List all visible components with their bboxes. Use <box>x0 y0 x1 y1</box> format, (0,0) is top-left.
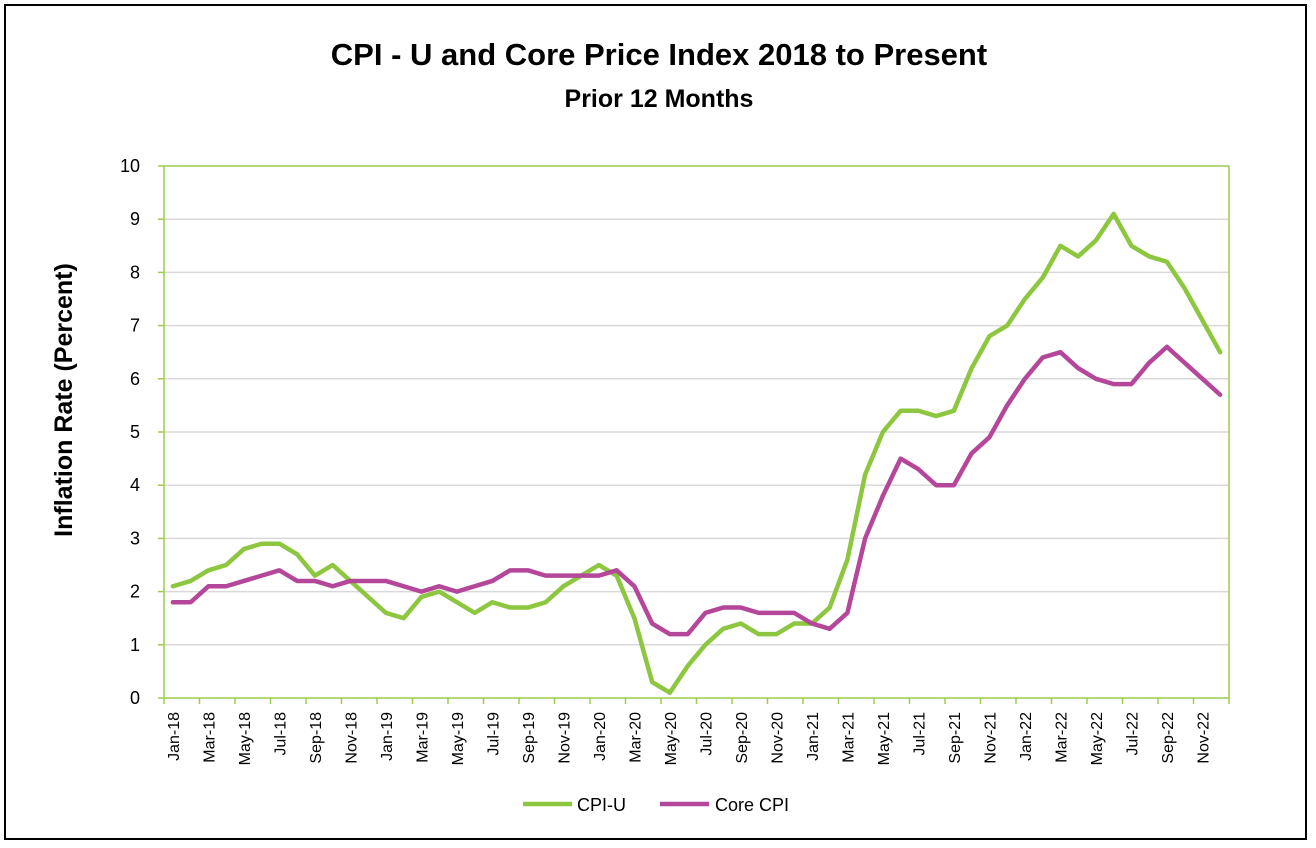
x-tick-label: Mar-21 <box>840 712 857 763</box>
x-tick-label: Sep-20 <box>734 712 751 764</box>
x-tick-label: Mar-18 <box>201 712 218 763</box>
x-tick-label: May-19 <box>450 712 467 765</box>
y-tick-label: 2 <box>130 582 140 602</box>
x-tick-label: Sep-18 <box>308 712 325 764</box>
series-line-core-cpi <box>170 344 1223 637</box>
x-tick-label: May-22 <box>1089 712 1106 765</box>
y-tick-label: 10 <box>120 156 140 176</box>
x-tick-label: Jan-21 <box>805 712 822 761</box>
x-tick-label: Jan-20 <box>592 712 609 761</box>
gridlines <box>164 218 1229 646</box>
x-tick-label: Nov-18 <box>343 712 360 764</box>
series-lines <box>170 211 1223 695</box>
x-tick-label: Nov-19 <box>556 712 573 764</box>
x-tick-label: May-20 <box>663 712 680 765</box>
y-tick-label: 6 <box>130 369 140 389</box>
chart-svg: CPI - U and Core Price Index 2018 to Pre… <box>50 37 1230 815</box>
x-tick-label: Jul-18 <box>272 712 289 756</box>
y-tick-label: 7 <box>130 316 140 336</box>
plot-area-border <box>158 165 1230 704</box>
x-tick-label: Jul-22 <box>1124 712 1141 756</box>
x-tick-label: Sep-21 <box>947 712 964 764</box>
y-tick-label: 8 <box>130 262 140 282</box>
x-tick-label: Nov-22 <box>1195 712 1212 764</box>
y-axis-label: Inflation Rate (Percent) <box>50 263 78 537</box>
legend-label-cpi-u: CPI-U <box>577 795 626 815</box>
x-tick-label: Jul-19 <box>485 712 502 756</box>
chart-subtitle: Prior 12 Months <box>565 85 754 113</box>
x-tick-label: Nov-20 <box>769 712 786 764</box>
y-tick-label: 9 <box>130 209 140 229</box>
x-tick-label: Jul-21 <box>911 712 928 756</box>
x-tick-label: May-18 <box>237 712 254 765</box>
x-tick-label: Sep-19 <box>521 712 538 764</box>
x-tick-label: Jul-20 <box>698 712 715 756</box>
legend: CPI-U Core CPI <box>523 795 789 815</box>
y-tick-label: 0 <box>130 688 140 708</box>
chart-title: CPI - U and Core Price Index 2018 to Pre… <box>331 37 987 72</box>
x-tick-label: Mar-20 <box>627 712 644 763</box>
series-line-cpi-u <box>170 211 1223 695</box>
y-tick-label: 5 <box>130 422 140 442</box>
x-tick-label: Nov-21 <box>982 712 999 764</box>
x-tick-label: Jan-22 <box>1018 712 1035 761</box>
x-tick-label: Mar-19 <box>414 712 431 763</box>
y-tick-label: 3 <box>130 528 140 548</box>
x-tick-labels: Jan-18 Mar-18 May-18 Jul-18 Sep-18 Nov-18 Jan-… <box>166 712 1213 765</box>
legend-label-core-cpi: Core CPI <box>715 795 789 815</box>
x-tick-label: Mar-22 <box>1053 712 1070 763</box>
x-tick-label: Sep-22 <box>1160 712 1177 764</box>
chart-frame: CPI - U and Core Price Index 2018 to Pre… <box>4 4 1307 840</box>
x-tick-label: Jan-19 <box>379 712 396 761</box>
y-tick-label: 4 <box>130 475 140 495</box>
x-tick-label: Jan-18 <box>166 712 183 761</box>
y-tick-labels: 0 1 2 3 4 5 6 7 8 9 10 <box>120 156 140 708</box>
y-tick-label: 1 <box>130 635 140 655</box>
x-tick-label: May-21 <box>876 712 893 765</box>
